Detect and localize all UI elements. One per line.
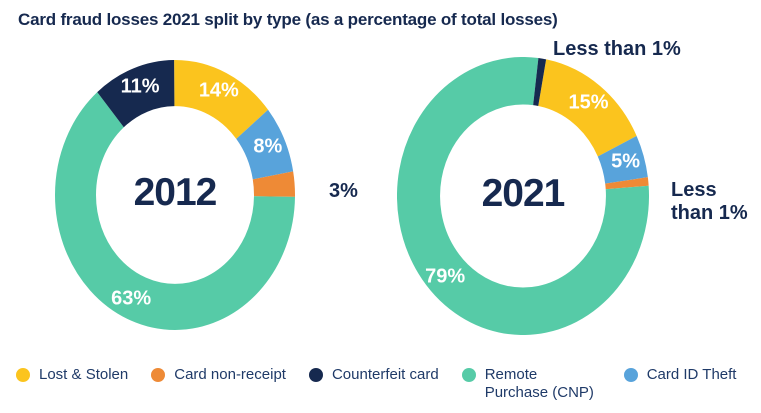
slice-label-card-id-theft: 8% [253, 135, 283, 158]
donut-segment-card-non-receipt [55, 60, 295, 330]
slice-label-remote-purchase-cnp: 63% [111, 287, 152, 310]
legend-label: Card non-receipt [174, 366, 286, 383]
chart-center-year-2021: 2021 [481, 172, 566, 216]
slice-label-card-id-theft: 5% [611, 150, 641, 173]
donut-segment-remote-purchase-cnp [55, 60, 295, 330]
legend-label: Card ID Theft [646, 366, 737, 383]
legend-item-counterfeit-card: Counterfeit card [308, 366, 439, 384]
donut-segment-lost-stolen [55, 60, 295, 330]
legend-item-lost-and-stolen: Lost & Stolen [16, 366, 128, 384]
donut-chart-2021: 2021 15% 5% 79% [397, 57, 649, 335]
slice-label-lost-stolen: 15% [568, 91, 609, 114]
legend-item-remote-purchase-cnp: Remote Purchase (CNP) [461, 366, 601, 402]
legend-item-card-id-theft: Card ID Theft [623, 366, 737, 384]
legend-label: Lost & Stolen [39, 366, 129, 383]
slice-label-remote-purchase-cnp: 79% [425, 265, 466, 288]
legend-swatch-counterfeit-card [308, 368, 323, 382]
callout-card-non-receipt-2012: 3% [329, 180, 358, 202]
chart-center-year-2012: 2012 [133, 171, 218, 215]
slice-label-lost-stolen: 14% [198, 79, 239, 102]
legend-swatch-card-non-receipt [151, 368, 166, 382]
callout-card-non-receipt-2021: Less than 1% [671, 179, 748, 224]
legend: Lost & Stolen Card non-receipt Counterfe… [16, 366, 736, 402]
callout-counterfeit-card-2021: Less than 1% [553, 38, 681, 60]
donut-svg-2012 [55, 60, 295, 330]
legend-label: Remote Purchase (CNP) [484, 366, 594, 401]
donut-svg-2021 [397, 57, 649, 335]
legend-swatch-card-id-theft [623, 368, 638, 382]
donut-segment-remote-purchase-cnp [397, 57, 649, 335]
legend-item-card-non-receipt: Card non-receipt [151, 366, 286, 384]
legend-swatch-remote-purchase-cnp [461, 368, 476, 382]
page-title: Card fraud losses 2021 split by type (as… [18, 10, 558, 29]
legend-label: Counterfeit card [331, 366, 439, 383]
donut-chart-2012: 2012 14% 8% 63% 11% [55, 60, 295, 330]
donut-segment-lost-stolen [397, 57, 649, 335]
legend-swatch-lost-and-stolen [16, 368, 30, 382]
slice-label-counterfeit-card: 11% [120, 75, 160, 98]
